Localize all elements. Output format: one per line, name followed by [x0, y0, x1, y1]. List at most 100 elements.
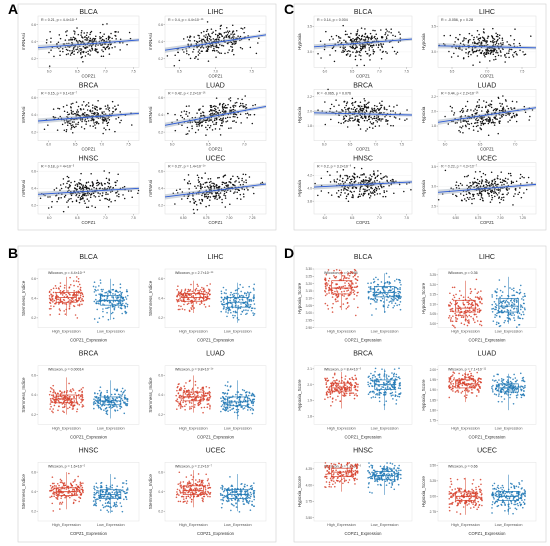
data-point	[229, 109, 231, 111]
data-point	[218, 32, 220, 35]
data-point	[222, 107, 224, 109]
jitter-point	[253, 295, 255, 298]
data-point	[481, 197, 484, 199]
jitter-point	[228, 403, 230, 406]
jitter-point	[184, 405, 186, 407]
data-point	[503, 196, 505, 199]
jitter-point	[179, 297, 181, 300]
data-point	[351, 187, 354, 189]
data-point	[194, 131, 197, 134]
data-point	[83, 127, 86, 130]
data-point	[503, 180, 505, 182]
jitter-point	[119, 283, 122, 286]
data-point	[114, 31, 116, 33]
data-point	[221, 44, 223, 47]
jitter-point	[98, 396, 100, 399]
data-point	[467, 53, 470, 55]
data-point	[210, 106, 213, 108]
data-point	[459, 182, 462, 185]
data-point	[328, 39, 331, 41]
stat-annotation: R = 0.2, p = 3.2×10⁻⁶	[317, 165, 352, 169]
jitter-point	[120, 390, 123, 393]
jitter-point	[249, 409, 252, 411]
data-point	[85, 123, 87, 125]
data-point	[373, 180, 376, 182]
data-point	[218, 115, 220, 118]
data-point	[79, 197, 82, 199]
stat-annotation: Wilcoxon, p = 0.00014	[48, 368, 84, 372]
data-point	[507, 121, 509, 123]
group-label: Low_Expression	[224, 330, 252, 334]
data-point	[75, 123, 77, 125]
data-point	[222, 45, 225, 47]
data-point	[199, 119, 202, 121]
data-point	[453, 112, 456, 114]
data-point	[197, 34, 199, 37]
data-point	[193, 48, 195, 51]
data-point	[227, 32, 230, 34]
data-point	[191, 125, 193, 127]
jitter-point	[235, 393, 237, 396]
data-point	[87, 120, 90, 122]
data-point	[360, 193, 363, 195]
jitter-point	[102, 315, 104, 318]
jitter-point	[49, 314, 51, 316]
jitter-point	[209, 406, 211, 408]
jitter-point	[98, 402, 100, 405]
data-point	[82, 113, 85, 116]
data-point	[221, 103, 224, 106]
jitter-point	[66, 396, 68, 398]
data-point	[85, 115, 87, 117]
data-point	[68, 198, 70, 200]
data-point	[73, 126, 76, 129]
data-point	[97, 181, 100, 184]
data-point	[205, 134, 207, 136]
jitter-point	[232, 316, 235, 319]
data-point	[87, 36, 90, 38]
jitter-point	[50, 288, 52, 291]
data-point	[333, 105, 335, 108]
jitter-point	[59, 290, 62, 292]
jitter-point	[93, 281, 96, 284]
y-tick-label: 0.2	[158, 413, 163, 417]
jitter-point	[97, 405, 100, 408]
data-point	[351, 178, 353, 181]
data-point	[453, 52, 455, 55]
data-point	[77, 196, 79, 199]
jitter-point	[64, 405, 66, 408]
jitter-point	[121, 312, 124, 315]
data-point	[231, 48, 234, 51]
jitter-point	[96, 308, 99, 311]
data-point	[474, 42, 477, 44]
jitter-point	[121, 387, 124, 390]
data-point	[353, 181, 356, 183]
data-point	[224, 197, 227, 199]
data-point	[360, 45, 362, 48]
data-point	[451, 110, 453, 112]
data-point	[498, 109, 501, 112]
jitter-point	[114, 293, 117, 295]
data-point	[193, 199, 195, 201]
data-point	[79, 186, 81, 188]
data-point	[198, 125, 200, 127]
data-point	[226, 27, 228, 29]
data-point	[229, 116, 231, 119]
data-point	[185, 133, 187, 135]
data-point	[103, 127, 105, 129]
data-point	[469, 181, 471, 184]
data-point	[119, 41, 121, 44]
data-point	[101, 187, 104, 190]
data-point	[496, 194, 499, 196]
data-point	[199, 108, 201, 110]
jitter-point	[51, 299, 54, 301]
jitter-point	[227, 389, 229, 391]
data-point	[467, 174, 469, 177]
jitter-point	[96, 404, 99, 406]
data-point	[227, 35, 230, 38]
data-point	[497, 43, 500, 45]
data-point	[233, 104, 235, 107]
jitter-point	[243, 398, 246, 400]
data-point	[71, 41, 73, 44]
